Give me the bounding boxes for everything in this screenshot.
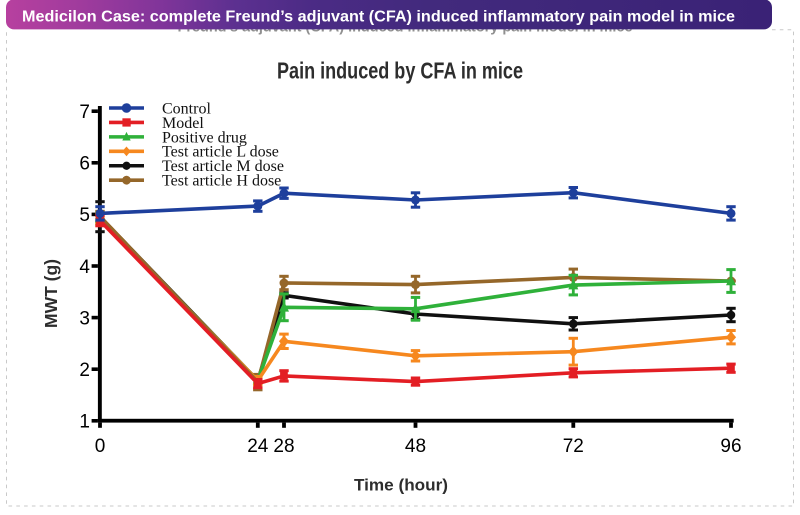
svg-text:MWT (g): MWT (g)	[41, 259, 61, 328]
svg-text:1: 1	[79, 412, 90, 433]
svg-text:Test article H dose: Test article H dose	[162, 173, 281, 190]
svg-text:2: 2	[79, 360, 90, 381]
svg-text:Control: Control	[162, 100, 211, 117]
svg-text:Medicilon Case: complete Freun: Medicilon Case: complete Freund’s adjuva…	[22, 9, 735, 26]
svg-text:Test article L dose: Test article L dose	[162, 144, 279, 161]
svg-text:0: 0	[95, 436, 106, 457]
svg-text:5: 5	[79, 205, 90, 226]
svg-text:6: 6	[79, 154, 90, 175]
svg-text:Time (hour): Time (hour)	[354, 476, 448, 495]
svg-text:96: 96	[720, 436, 741, 457]
svg-text:7: 7	[79, 102, 90, 123]
svg-text:Pain induced by CFA in mice: Pain induced by CFA in mice	[277, 57, 523, 83]
svg-text:4: 4	[79, 257, 90, 278]
svg-text:72: 72	[563, 436, 584, 457]
svg-text:3: 3	[79, 308, 90, 329]
svg-text:48: 48	[405, 436, 426, 457]
svg-text:24: 24	[247, 436, 269, 457]
svg-text:28: 28	[273, 436, 294, 457]
svg-text:Positive drug: Positive drug	[162, 129, 247, 146]
svg-text:Test article M dose: Test article M dose	[162, 158, 284, 175]
svg-text:Model: Model	[162, 115, 204, 132]
